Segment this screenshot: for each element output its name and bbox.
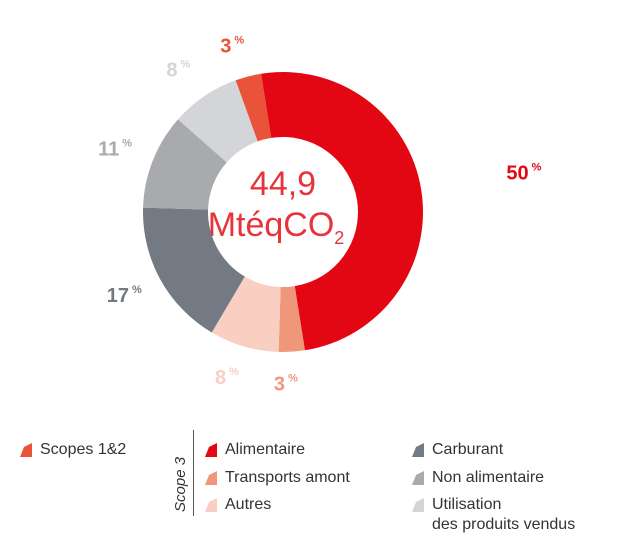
legend-swatch [205, 471, 217, 485]
donut-segment [177, 80, 258, 163]
donut-segment [261, 72, 423, 351]
data-label: 8% [166, 59, 190, 82]
center-unit-text: MtéqCO [208, 206, 335, 244]
data-label: 8% [215, 366, 239, 389]
legend-swatch [412, 498, 424, 512]
data-label: 3% [220, 34, 244, 57]
center-unit: MtéqCO2 [208, 206, 345, 248]
data-label-unit: % [234, 34, 244, 46]
legend-marker [412, 471, 424, 485]
data-label: 11% [98, 138, 132, 161]
data-label-value: 17 [107, 285, 129, 307]
legend-label: Utilisation des produits vendus [432, 496, 576, 533]
data-label: 50% [506, 162, 541, 185]
data-label: 17% [107, 284, 142, 307]
legend-group-line [193, 430, 194, 516]
legend-marker [20, 443, 32, 457]
center-unit-sub: 2 [334, 228, 344, 248]
legend-swatch [20, 443, 32, 457]
legend-label: Autres [225, 496, 272, 513]
data-label-value: 8 [215, 367, 226, 389]
data-label-value: 11 [98, 139, 119, 161]
donut-segment [143, 119, 227, 210]
legend-marker [205, 498, 217, 512]
donut-segment [143, 207, 245, 333]
donut-segment [278, 286, 305, 352]
data-label: 3% [274, 373, 298, 396]
legend-label: Alimentaire [225, 441, 306, 458]
legend-swatch [205, 498, 217, 512]
data-label-unit: % [132, 284, 142, 296]
legend-label: Carburant [432, 441, 504, 458]
legend-swatch [412, 471, 424, 485]
data-label-unit: % [122, 138, 132, 150]
legend-marker [205, 471, 217, 485]
data-label-value: 3 [220, 35, 231, 57]
legend-label: Scopes 1&2 [40, 441, 127, 458]
legend-marker [412, 498, 424, 512]
data-label-value: 50 [506, 163, 528, 185]
data-label-unit: % [180, 59, 190, 71]
donut-segment [235, 73, 272, 142]
data-label-value: 8 [166, 60, 177, 82]
legend-group-label: Scope 3 [172, 456, 189, 512]
legend-marker [205, 443, 217, 457]
data-label-value: 3 [274, 374, 285, 396]
center-value: 44,9 [250, 165, 316, 203]
legend-label: Transports amont [225, 469, 350, 486]
legend-marker [412, 443, 424, 457]
legend-swatch [205, 443, 217, 457]
legend-label: Non alimentaire [432, 469, 545, 486]
donut-hole [208, 137, 358, 287]
donut-segment [211, 276, 281, 352]
legend-swatch [412, 443, 424, 457]
data-label-unit: % [532, 162, 542, 174]
data-label-unit: % [288, 373, 298, 385]
data-label-unit: % [229, 366, 239, 378]
